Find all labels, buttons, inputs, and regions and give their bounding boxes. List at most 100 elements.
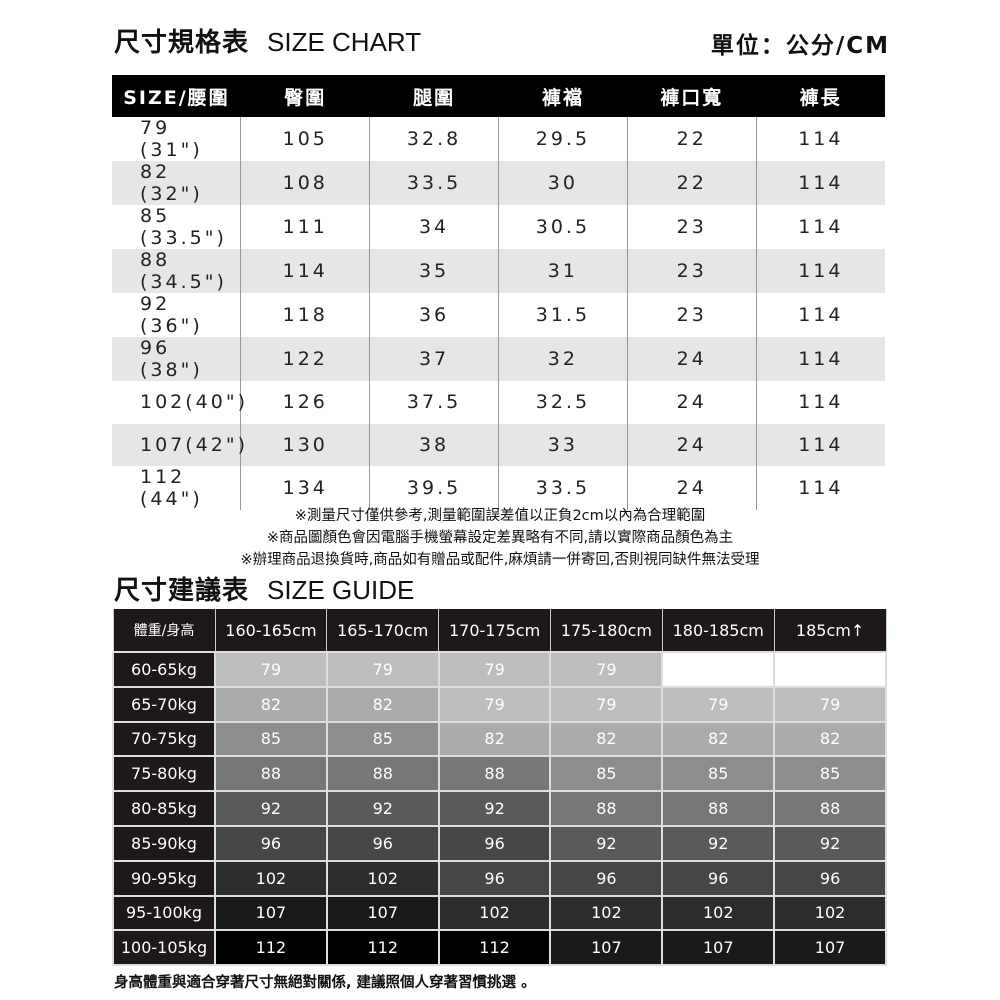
- size-cell: 82: [437, 720, 552, 758]
- table-cell: 114: [755, 293, 885, 337]
- size-cell: 88: [437, 755, 552, 793]
- notes: ※測量尺寸僅供參考,測量範圍誤差值以正負2cm以內為合理範圍 ※商品圖顏色會因電…: [0, 505, 1000, 571]
- table-cell: 102(40"): [140, 391, 249, 414]
- table-cell: 39.5: [369, 466, 499, 511]
- size-cell: 102: [661, 894, 776, 932]
- table-row: 88 (34.5") 114 35 31 23 114: [112, 249, 885, 293]
- column-header: 185cm↑: [773, 609, 887, 653]
- table-cell: 32: [497, 337, 628, 381]
- unit-label: 單位：公分/CM: [710, 33, 890, 59]
- size-cell: 102: [437, 894, 552, 932]
- table-cell: 114: [755, 117, 885, 161]
- size-cell: 82: [549, 720, 664, 758]
- table-cell: 112 (44"): [140, 466, 203, 511]
- size-cell: 88: [214, 755, 328, 793]
- table-cell: 114: [755, 423, 885, 467]
- size-cell: 96: [325, 824, 440, 862]
- table-cell: 33.5: [497, 466, 628, 511]
- size-cell: 102: [325, 859, 440, 897]
- table-cell: 114: [755, 205, 885, 249]
- size-cell: 107: [661, 929, 776, 967]
- column-header: 體重/身高: [112, 609, 216, 653]
- size-cell: 79: [437, 651, 552, 688]
- table-row: 96 (38") 122 37 32 24 114: [112, 337, 885, 381]
- column-header: SIZE/腰圍: [112, 75, 241, 117]
- size-cell: 79: [661, 685, 776, 723]
- size-cell: 79: [549, 685, 664, 723]
- table-cell: 22: [626, 117, 757, 161]
- size-cell: [661, 651, 776, 688]
- weight-label: 65-70kg: [112, 685, 216, 723]
- size-cell: 107: [549, 929, 664, 967]
- table-cell: 108: [240, 161, 370, 205]
- table-cell: 30.5: [497, 205, 628, 249]
- table-cell: 114: [755, 337, 885, 381]
- title-zh: 尺寸規格表: [114, 28, 250, 58]
- weight-label: 85-90kg: [112, 824, 216, 862]
- table-cell: 130: [240, 423, 370, 467]
- table-cell: 23: [626, 205, 757, 249]
- size-cell: 96: [549, 859, 664, 897]
- table-cell: 31: [497, 249, 628, 293]
- size-cell: 88: [325, 755, 440, 793]
- size-guide-table: 體重/身高 160-165cm 165-170cm 170-175cm 175-180c…: [112, 609, 887, 967]
- size-cell: 88: [773, 790, 887, 827]
- table-cell: 33.5: [369, 161, 499, 205]
- size-cell: 96: [214, 824, 328, 862]
- table-cell: 22: [626, 161, 757, 205]
- size-cell: 96: [437, 824, 552, 862]
- table-cell: 24: [626, 337, 757, 381]
- size-cell: 79: [214, 651, 328, 688]
- size-cell: 79: [437, 685, 552, 723]
- title-en: SIZE GUIDE: [267, 575, 415, 605]
- size-cell: 79: [773, 685, 887, 723]
- footer-note: 身高體重與適合穿著尺寸無絕對關係, 建議照個人穿著習慣挑選 。: [114, 975, 536, 991]
- table-cell: 23: [626, 249, 757, 293]
- size-cell: 79: [549, 651, 664, 688]
- size-cell: 85: [661, 755, 776, 793]
- table-cell: 114: [755, 466, 885, 511]
- table-cell: 107(42"): [112, 423, 245, 467]
- size-cell: 102: [549, 894, 664, 932]
- table-cell: 105: [240, 117, 370, 161]
- column-header: 175-180cm: [549, 609, 663, 653]
- size-cell: 92: [773, 824, 887, 862]
- table-row: 85 (33.5") 111 34 30.5 23 114: [112, 205, 885, 249]
- table-cell: 30: [497, 161, 628, 205]
- table-cell: 111: [240, 205, 370, 249]
- size-cell: 107: [325, 894, 440, 932]
- table-row: 100-105kg 112 112 112 107 107 107: [112, 929, 887, 967]
- table-cell: 85 (33.5"): [140, 205, 227, 249]
- weight-label: 60-65kg: [112, 651, 216, 688]
- size-cell: 85: [325, 720, 440, 758]
- table-cell: 32.8: [369, 117, 499, 161]
- size-cell: 82: [214, 685, 328, 723]
- size-cell: 79: [325, 651, 440, 688]
- size-cell: 85: [773, 755, 887, 793]
- table-cell: 36: [369, 293, 499, 337]
- column-header: 165-170cm: [326, 609, 440, 653]
- table-row: 82 (32") 108 33.5 30 22 114: [112, 161, 885, 205]
- table-cell: 29.5: [497, 117, 628, 161]
- table-cell: 114: [755, 161, 885, 205]
- table-cell: 122: [240, 337, 370, 381]
- column-header: 褲口寬: [627, 75, 757, 117]
- column-header: 170-175cm: [438, 609, 551, 653]
- size-cell: 92: [549, 824, 664, 862]
- size-cell: 82: [325, 685, 440, 723]
- size-cell: 96: [773, 859, 887, 897]
- column-header: 褲長: [756, 75, 885, 117]
- table-cell: 34: [369, 205, 499, 249]
- size-cell: 107: [214, 894, 328, 932]
- size-cell: 85: [549, 755, 664, 793]
- note: ※測量尺寸僅供參考,測量範圍誤差值以正負2cm以內為合理範圍: [294, 508, 706, 524]
- column-header: 臀圍: [240, 75, 370, 117]
- size-cell: 82: [773, 720, 887, 758]
- column-header: 腿圍: [369, 75, 499, 117]
- title-zh: 尺寸建議表: [114, 576, 250, 606]
- table-row: 92 (36") 118 36 31.5 23 114: [112, 293, 885, 337]
- table-cell: 31.5: [497, 293, 628, 337]
- weight-label: 100-105kg: [112, 929, 216, 967]
- table-row: 90-95kg 102 102 96 96 96 96: [112, 859, 887, 897]
- table-cell: 118: [240, 293, 370, 337]
